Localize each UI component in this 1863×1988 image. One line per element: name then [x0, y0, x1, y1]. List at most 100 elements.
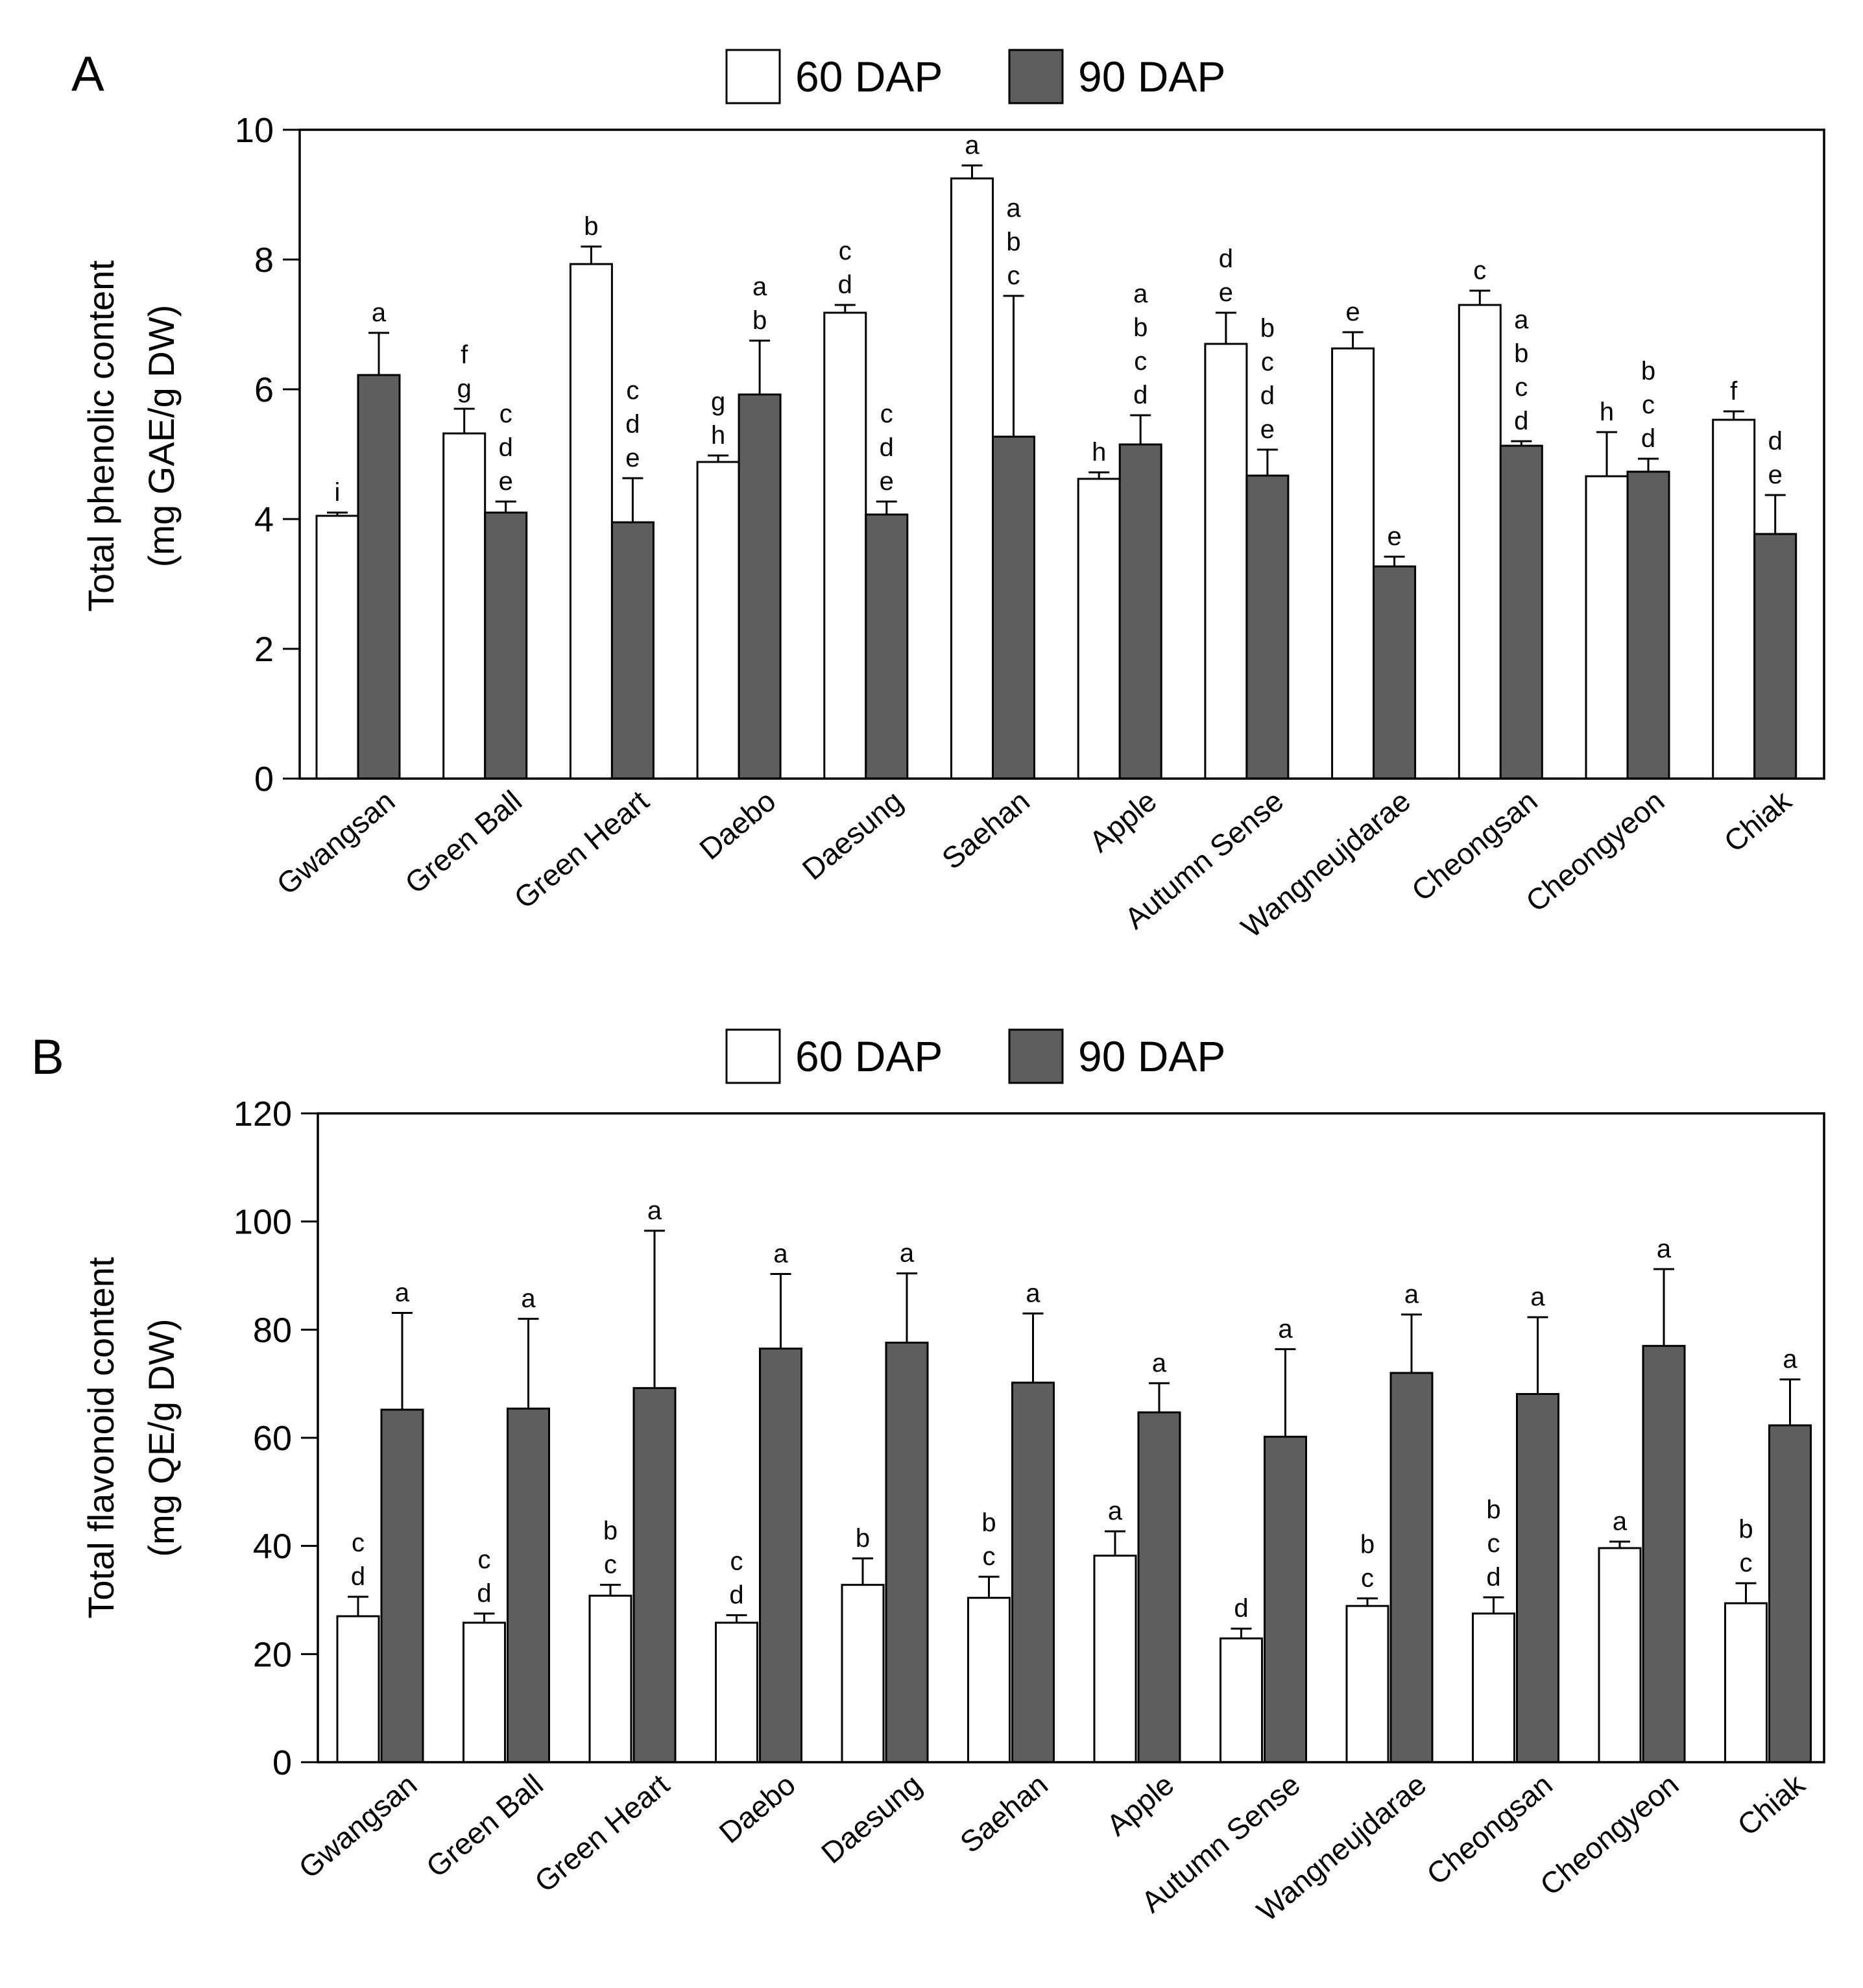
bar-60-dap [1093, 1555, 1137, 1764]
significance-letter-60-dap: h [1092, 438, 1106, 467]
significance-letter-90-dap: d [880, 433, 894, 462]
significance-letter-90-dap: a [1133, 280, 1148, 308]
bar-90-dap [1642, 1344, 1686, 1764]
significance-letter-60-dap: c [983, 1542, 996, 1571]
significance-letter-90-dap: a [1514, 306, 1529, 334]
x-tick-label: Saehan [954, 1767, 1054, 1860]
bar-60-dap [823, 311, 867, 780]
significance-letter-90-dap: c [626, 376, 639, 405]
significance-letter-90-dap: a [395, 1279, 410, 1307]
y-tick-label: 0 [254, 760, 274, 799]
y-axis-subtitle: (mg QE/g DW) [141, 1318, 182, 1557]
bar-group-daesung: ba [841, 1239, 929, 1764]
bar-90-dap [1753, 533, 1797, 780]
bar-90-dap [1118, 443, 1162, 780]
bar-60-dap [967, 1597, 1011, 1764]
bar-group-gwangsan: cd a [336, 1279, 424, 1764]
significance-letter-90-dap: d [1133, 381, 1148, 409]
bar-90-dap [484, 511, 528, 780]
x-tick-label: Daebo [693, 784, 782, 866]
bar-60-dap [569, 263, 613, 780]
significance-letter-90-dap: a [752, 273, 767, 301]
x-tick-label: Daesung [815, 1767, 928, 1870]
significance-letter-90-dap: b [1006, 228, 1020, 256]
bar-90-dap [865, 513, 909, 780]
significance-letter-60-dap: b [603, 1517, 618, 1546]
panel-b: B 60 DAP 90 DAP Total flavonoid content (mg … [31, 1028, 1825, 1928]
y-tick-label: 20 [253, 1635, 292, 1674]
significance-letter-90-dap: a [1783, 1345, 1797, 1374]
significance-letter-90-dap: a [1278, 1315, 1293, 1343]
significance-letter-90-dap: d [1260, 382, 1275, 410]
y-tick-label: 6 [254, 370, 274, 409]
bar-90-dap [738, 393, 782, 780]
legend-label-60-dap: 60 DAP [795, 1032, 943, 1080]
bar-group-green-heart: bc a [588, 1196, 677, 1764]
x-tick-label: Saehan [935, 784, 1036, 876]
significance-letter-60-dap: f [1730, 377, 1738, 406]
x-tick-label: Green Ball [420, 1767, 549, 1884]
significance-letter-90-dap: a [372, 298, 387, 327]
significance-letter-90-dap: a [1657, 1235, 1672, 1263]
significance-letter-60-dap: c [604, 1551, 617, 1579]
y-tick-label: 60 [253, 1419, 292, 1458]
bar-60-dap [1458, 304, 1502, 780]
y-tick-label: 8 [254, 241, 274, 280]
bar-60-dap [442, 432, 487, 780]
bar-60-dap [696, 461, 740, 780]
legend-label-60-dap: 60 DAP [795, 53, 943, 101]
x-tick-label: Gwangsan [293, 1767, 424, 1885]
panel-a: A 60 DAP 90 DAP Total phenolic content (mg G… [71, 47, 1825, 944]
bar-60-dap [1345, 1605, 1389, 1764]
significance-letter-90-dap: a [1530, 1283, 1545, 1311]
y-tick-label: 10 [235, 111, 274, 150]
significance-letter-90-dap: e [1387, 522, 1401, 551]
significance-letter-90-dap: d [1768, 427, 1783, 455]
significance-letter-90-dap: a [521, 1285, 536, 1313]
significance-letter-60-dap: c [730, 1547, 743, 1575]
bar-group-autumn-sense: da [1220, 1315, 1307, 1764]
legend-swatch-90-dap [1008, 1028, 1064, 1084]
significance-letter-60-dap: b [856, 1524, 870, 1553]
significance-letter-90-dap: c [499, 400, 512, 428]
bar-group-wangneujdarae: bc a [1345, 1280, 1434, 1764]
x-tick-label: Apple [1083, 784, 1163, 858]
significance-letter-90-dap: c [1642, 391, 1655, 419]
bar-group-saehan: bc a [967, 1279, 1055, 1764]
y-tick-label: 4 [254, 500, 274, 539]
significance-letter-60-dap: h [1600, 398, 1614, 426]
significance-letter-60-dap: c [478, 1546, 491, 1574]
significance-letter-60-dap: e [1219, 278, 1233, 307]
significance-letter-90-dap: d [1641, 424, 1655, 453]
bar-60-dap [715, 1621, 758, 1764]
x-tick-label: Chiak [1731, 1767, 1811, 1842]
legend: 60 DAP 90 DAP [725, 49, 1225, 104]
x-tick-label: Green Ball [398, 784, 528, 901]
significance-letter-60-dap: b [1360, 1531, 1375, 1559]
x-tick-label: Daebo [713, 1767, 802, 1850]
significance-letter-60-dap: c [839, 237, 852, 265]
legend-label-90-dap: 90 DAP [1078, 53, 1225, 101]
bar-group-chiak: f de [1712, 377, 1797, 780]
bar-90-dap [610, 521, 655, 780]
bar-60-dap [1724, 1602, 1768, 1764]
x-tick-label: Cheongyeon [1519, 784, 1670, 919]
y-axis-subtitle: (mg GAE/g DW) [141, 305, 182, 567]
bar-60-dap [841, 1584, 885, 1764]
bar-group-daebo: cd a [715, 1240, 802, 1764]
significance-letter-90-dap: a [647, 1196, 662, 1225]
bar-60-dap [950, 177, 994, 780]
bar-90-dap [1264, 1435, 1307, 1764]
significance-letter-90-dap: d [499, 433, 513, 462]
x-tick-label: Chiak [1718, 783, 1798, 858]
significance-letter-60-dap: b [584, 212, 598, 241]
significance-letter-90-dap: c [1134, 347, 1147, 376]
significance-letter-90-dap: b [1641, 357, 1655, 385]
significance-letter-90-dap: d [1514, 407, 1528, 435]
significance-letter-90-dap: c [1007, 261, 1020, 290]
significance-letter-60-dap: a [1613, 1507, 1628, 1536]
